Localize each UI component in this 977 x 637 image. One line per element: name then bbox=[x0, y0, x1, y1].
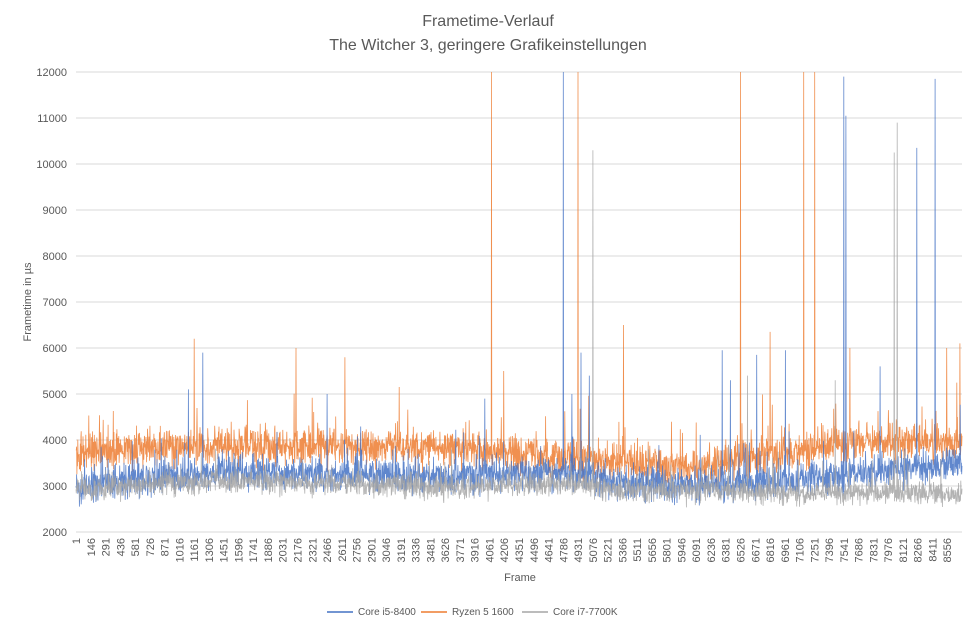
series-lines bbox=[75, 71, 963, 508]
x-tick-label: 3771 bbox=[455, 538, 467, 562]
x-tick-label: 1306 bbox=[204, 538, 216, 562]
x-tick-label: 1016 bbox=[174, 538, 186, 562]
x-tick-label: 3336 bbox=[411, 538, 423, 562]
x-tick-label: 7396 bbox=[824, 538, 836, 562]
x-tick-label: 726 bbox=[145, 538, 157, 556]
series-line bbox=[75, 122, 963, 508]
x-tick-label: 8411 bbox=[927, 538, 939, 562]
chart-subtitle: The Witcher 3, geringere Grafikeinstellu… bbox=[329, 37, 647, 54]
y-tick-label: 11000 bbox=[37, 113, 67, 125]
x-tick-label: 2611 bbox=[337, 538, 349, 562]
x-tick-label: 2321 bbox=[307, 538, 319, 562]
x-tick-label: 2176 bbox=[293, 538, 305, 562]
x-tick-label: 871 bbox=[160, 538, 172, 556]
x-axis-label: Frame bbox=[504, 572, 536, 584]
x-tick-label: 4496 bbox=[529, 538, 541, 562]
x-tick-label: 3046 bbox=[381, 538, 393, 562]
x-tick-label: 6816 bbox=[765, 538, 777, 562]
x-tick-label: 6671 bbox=[750, 538, 762, 562]
x-tick-label: 5076 bbox=[588, 538, 600, 562]
x-tick-label: 8121 bbox=[898, 538, 910, 562]
x-tick-label: 7541 bbox=[839, 538, 851, 562]
x-tick-label: 2901 bbox=[366, 538, 378, 562]
series-line bbox=[75, 71, 963, 488]
y-tick-label: 8000 bbox=[43, 251, 67, 263]
x-tick-label: 4786 bbox=[558, 538, 570, 562]
x-tick-label: 6381 bbox=[721, 538, 733, 562]
legend-label: Core i7-7700K bbox=[553, 607, 618, 618]
legend-label: Core i5-8400 bbox=[358, 607, 416, 618]
x-tick-label: 6091 bbox=[691, 538, 703, 562]
x-tick-label: 5221 bbox=[603, 538, 615, 562]
x-tick-label: 6526 bbox=[736, 538, 748, 562]
y-tick-label: 6000 bbox=[43, 343, 67, 355]
x-tick-label: 8266 bbox=[913, 538, 925, 562]
x-tick-label: 436 bbox=[115, 538, 127, 556]
y-tick-label: 5000 bbox=[43, 389, 67, 401]
x-tick-label: 1886 bbox=[263, 538, 275, 562]
x-tick-label: 5366 bbox=[617, 538, 629, 562]
x-tick-label: 581 bbox=[130, 538, 142, 556]
x-tick-label: 2466 bbox=[322, 538, 334, 562]
y-tick-label: 12000 bbox=[36, 67, 67, 79]
x-tick-label: 2756 bbox=[352, 538, 364, 562]
x-tick-label: 7251 bbox=[809, 538, 821, 562]
x-tick-label: 1741 bbox=[248, 538, 260, 562]
x-tick-label: 146 bbox=[86, 538, 98, 556]
y-tick-label: 9000 bbox=[43, 205, 67, 217]
x-tick-label: 5511 bbox=[632, 538, 644, 562]
x-tick-label: 4641 bbox=[544, 538, 556, 562]
x-tick-label: 6236 bbox=[706, 538, 718, 562]
legend-label: Ryzen 5 1600 bbox=[452, 607, 514, 618]
x-tick-label: 3626 bbox=[440, 538, 452, 562]
x-tick-label: 6961 bbox=[780, 538, 792, 562]
x-axis-ticks: 1 146 291 436 581 726 871 1016 1161 1306 1451 1596 1… bbox=[71, 538, 954, 562]
series-line bbox=[75, 71, 963, 507]
x-tick-label: 3481 bbox=[425, 538, 437, 562]
y-tick-label: 4000 bbox=[43, 435, 67, 447]
y-tick-label: 10000 bbox=[36, 159, 67, 171]
x-tick-label: 291 bbox=[101, 538, 113, 556]
x-tick-label: 7686 bbox=[854, 538, 866, 562]
x-tick-label: 5946 bbox=[676, 538, 688, 562]
x-tick-label: 4351 bbox=[514, 538, 526, 562]
y-axis-label: Frametime in µs bbox=[22, 262, 34, 342]
x-tick-label: 3916 bbox=[470, 538, 482, 562]
x-tick-label: 4206 bbox=[499, 538, 511, 562]
legend: Core i5-8400 Ryzen 5 1600 Core i7-7700K bbox=[327, 607, 618, 618]
x-tick-label: 7976 bbox=[883, 538, 895, 562]
y-tick-label: 7000 bbox=[43, 297, 67, 309]
x-tick-label: 1161 bbox=[189, 538, 201, 562]
x-tick-label: 2031 bbox=[278, 538, 290, 562]
y-tick-label: 3000 bbox=[43, 481, 67, 493]
x-tick-label: 7106 bbox=[795, 538, 807, 562]
x-tick-label: 4061 bbox=[484, 538, 496, 562]
x-tick-label: 1596 bbox=[233, 538, 245, 562]
x-tick-label: 5656 bbox=[647, 538, 659, 562]
x-tick-label: 7831 bbox=[868, 538, 880, 562]
chart-title: Frametime-Verlauf bbox=[422, 13, 554, 30]
x-tick-label: 1 bbox=[71, 538, 83, 544]
x-tick-label: 3191 bbox=[396, 538, 408, 562]
x-tick-label: 5801 bbox=[662, 538, 674, 562]
y-tick-label: 2000 bbox=[43, 527, 67, 539]
y-axis-ticks: 2000 3000 4000 5000 6000 7000 8000 9000 10000 110… bbox=[36, 67, 67, 539]
x-tick-label: 4931 bbox=[573, 538, 585, 562]
x-tick-label: 8556 bbox=[942, 538, 954, 562]
x-tick-label: 1451 bbox=[219, 538, 231, 562]
